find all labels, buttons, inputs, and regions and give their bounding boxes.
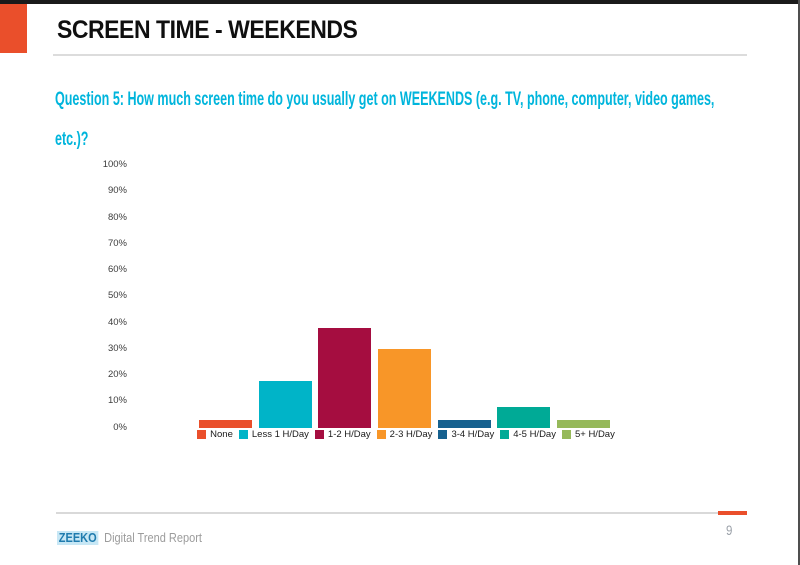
footer-divider-accent <box>718 511 747 515</box>
legend-swatch <box>500 430 510 439</box>
legend-item: None <box>197 429 233 440</box>
legend-item: Less 1 H/Day <box>238 429 309 440</box>
footer-divider <box>56 512 718 514</box>
y-axis-tick-label: 80% <box>107 211 127 223</box>
accent-square <box>0 4 27 53</box>
legend-item: 3-4 H/Day <box>438 429 494 440</box>
chart-bar <box>497 406 551 428</box>
legend-swatch <box>561 430 571 439</box>
legend-label: 2-3 H/Day <box>389 429 433 440</box>
chart-bar <box>377 349 431 428</box>
legend-swatch <box>438 430 448 439</box>
y-axis-tick-label: 100% <box>102 159 127 170</box>
y-axis-tick-label: 0% <box>113 421 127 433</box>
brand-logo: ZEEKO <box>57 531 99 545</box>
legend-swatch <box>238 430 248 439</box>
chart-bar <box>318 328 372 428</box>
right-border-line <box>798 0 800 565</box>
chart-bar <box>258 380 312 428</box>
y-axis-tick-label: 70% <box>107 237 127 249</box>
legend-label: 4-5 H/Day <box>513 429 556 440</box>
chart-legend: None Less 1 H/Day 1-2 H/Day 2-3 H/Day 3-4 H/… <box>194 429 618 440</box>
y-axis-tick-label: 50% <box>107 290 127 302</box>
legend-label: Less 1 H/Day <box>251 429 309 440</box>
legend-swatch <box>314 430 324 439</box>
question-line-1: Question 5: How much screen time do you … <box>55 89 715 110</box>
chart-bar <box>556 420 610 428</box>
legend-label: None <box>210 429 233 440</box>
report-name: Digital Trend Report <box>104 531 202 545</box>
y-axis-tick-label: 90% <box>107 185 127 197</box>
y-axis-tick-label: 30% <box>107 342 127 354</box>
page-number: 9 <box>726 523 733 538</box>
title-divider <box>53 54 747 56</box>
legend-label: 1-2 H/Day <box>327 429 371 440</box>
legend-item: 2-3 H/Day <box>376 429 433 440</box>
question-line-2: etc.)? <box>55 129 89 150</box>
bar-chart: None Less 1 H/Day 1-2 H/Day 2-3 H/Day 3-4 H/… <box>100 159 616 451</box>
legend-label: 3-4 H/Day <box>451 429 495 440</box>
y-axis-tick-label: 60% <box>107 264 127 276</box>
y-axis-tick-label: 10% <box>107 395 127 407</box>
chart-bar <box>199 420 252 428</box>
footer-brand-line: ZEEKO Digital Trend Report <box>57 531 202 546</box>
y-axis-tick-label: 20% <box>107 369 127 381</box>
legend-swatch <box>376 430 386 439</box>
legend-item: 5+ H/Day <box>561 429 615 440</box>
page-title: SCREEN TIME - WEEKENDS <box>57 16 358 44</box>
top-border-bar <box>0 0 800 4</box>
legend-item: 4-5 H/Day <box>500 429 556 440</box>
legend-item: 1-2 H/Day <box>314 429 371 440</box>
y-axis-tick-label: 40% <box>107 316 127 328</box>
legend-swatch <box>197 430 207 439</box>
legend-label: 5+ H/Day <box>574 429 615 440</box>
chart-bar <box>437 420 491 428</box>
question-text: Question 5: How much screen time do you … <box>55 80 714 160</box>
